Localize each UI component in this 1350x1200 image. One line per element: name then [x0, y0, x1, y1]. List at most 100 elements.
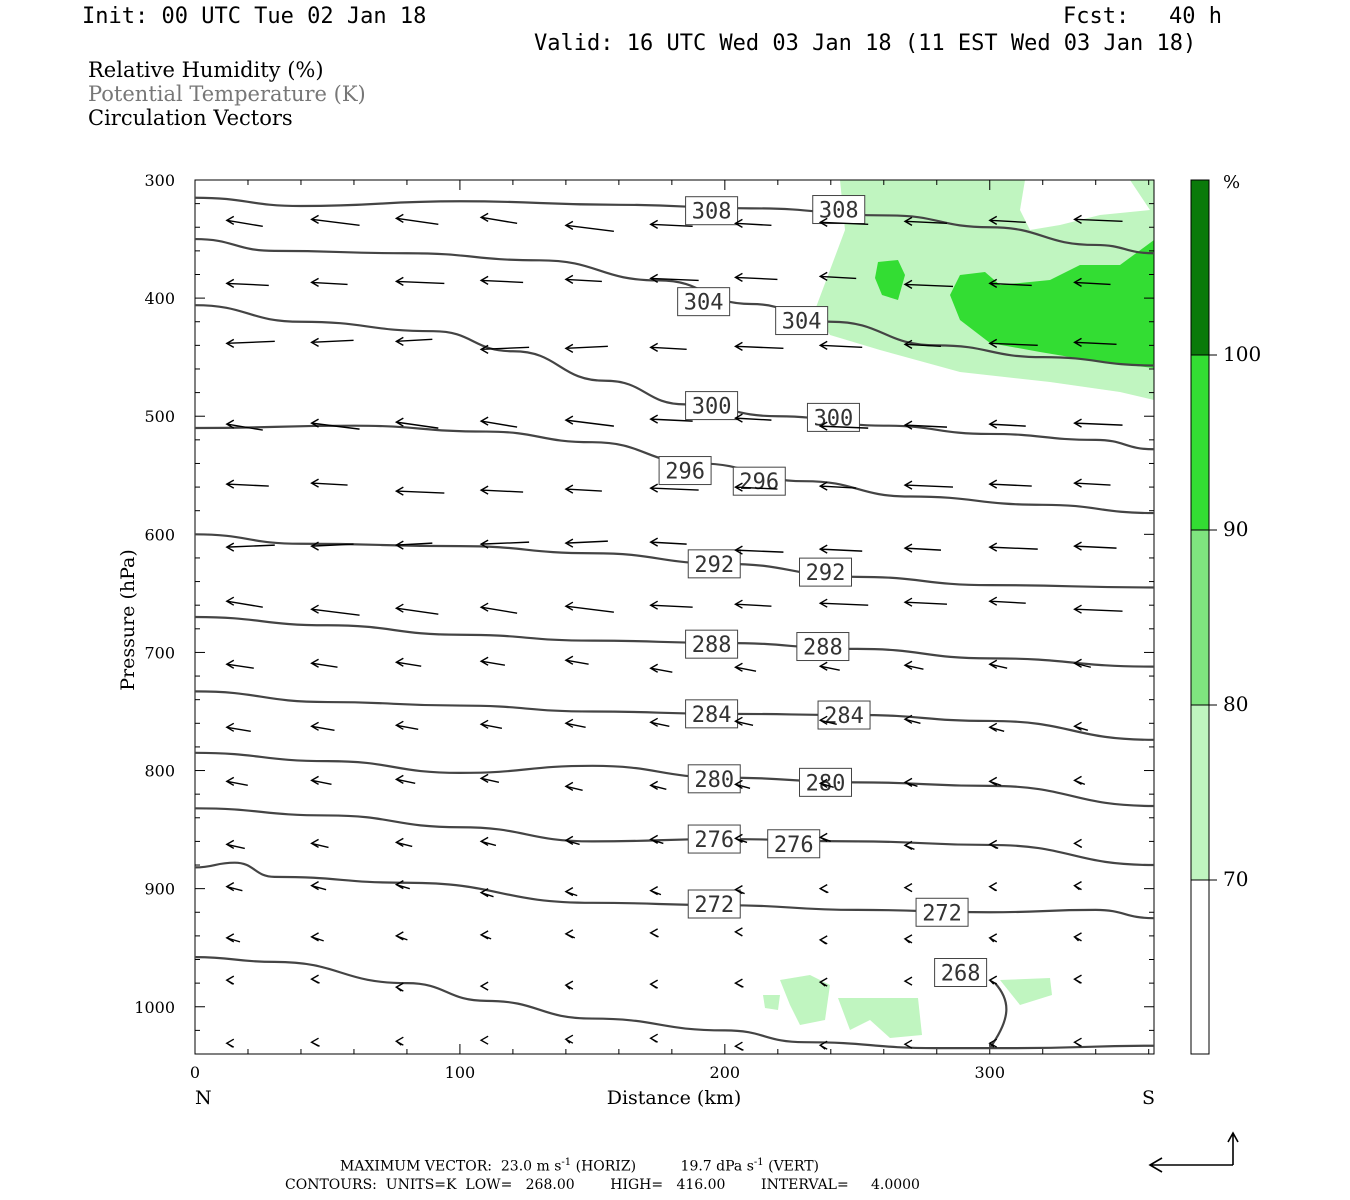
circulation-vector: [1073, 932, 1082, 942]
circulation-vector: [988, 776, 1002, 787]
forecast-value: 40 h: [1168, 4, 1222, 29]
theta-label-304: 304: [782, 310, 822, 335]
circulation-vector: [479, 212, 518, 225]
circulation-vector: [394, 417, 439, 429]
circulation-vector: [564, 415, 614, 427]
circulation-vector: [225, 338, 275, 348]
theta-label-308: 308: [692, 200, 732, 225]
colorbar-unit: %: [1223, 172, 1240, 193]
circulation-vector: [988, 215, 1026, 225]
circulation-vector: [479, 981, 489, 991]
circulation-vector: [564, 220, 614, 233]
circulation-vector: [225, 722, 251, 732]
circulation-vector: [564, 929, 576, 939]
y-tick-label: 600: [144, 525, 175, 544]
circulation-vector: [1073, 337, 1117, 347]
circulation-vector: [818, 544, 863, 554]
forecast-label: Fcst:: [1063, 4, 1130, 29]
x-tick-label: 0: [190, 1063, 200, 1082]
theta-label-box-308: [812, 195, 866, 225]
circulation-vector: [988, 278, 1032, 288]
theta-label-box-300: [685, 391, 739, 421]
circulation-vector: [394, 774, 416, 785]
circulation-vector: [394, 931, 408, 941]
circulation-vector: [818, 715, 837, 725]
legend-theta: Potential Temperature (K): [88, 82, 366, 106]
y-axis-label: Pressure (hPa): [117, 549, 139, 691]
circulation-vector: [479, 485, 524, 495]
circulation-vector: [818, 661, 840, 671]
circulation-vector: [1073, 974, 1082, 984]
circulation-vector: [818, 935, 828, 945]
theta-label-276: 276: [774, 833, 814, 858]
circulation-vector: [988, 338, 1038, 348]
circulation-vector: [1073, 478, 1111, 488]
x-tick-labels: 0 100 200 300: [190, 1063, 1005, 1082]
circulation-vector: [1073, 838, 1083, 849]
theta-label-288: 288: [692, 633, 732, 658]
y-tick-label: 500: [144, 407, 175, 426]
circulation-vector: [394, 486, 445, 496]
circulation-vector: [225, 278, 269, 288]
circulation-vector: [903, 543, 942, 553]
footer-max-vector: MAXIMUM VECTOR: 23.0 m s-1 (HORIZ) 19.7 …: [340, 1157, 819, 1175]
theta-label-box-304: [775, 306, 829, 336]
circulation-vector: [818, 778, 834, 789]
circulation-vector: [818, 977, 828, 987]
circulation-vector: [310, 277, 348, 287]
circulation-vector: [734, 413, 772, 423]
circulation-vector: [225, 215, 263, 228]
circulation-vector: [903, 279, 954, 289]
colorbar-label: 90: [1223, 517, 1248, 541]
rh-70-region-3: [838, 998, 922, 1038]
rh-80-region-3: [875, 260, 905, 300]
circulation-vector: [225, 479, 269, 489]
circulation-vector: [310, 974, 320, 984]
circulation-vector: [225, 776, 248, 787]
x-tick-label: 300: [974, 1063, 1005, 1082]
circulation-vector: [818, 271, 857, 281]
theta-contour-288: [195, 615, 1154, 668]
circulation-vector: [1073, 658, 1092, 668]
legend-rh: Relative Humidity (%): [88, 58, 324, 82]
circulation-vector: [310, 721, 335, 731]
circulation-vector: [903, 976, 913, 986]
theta-label-284: 284: [692, 703, 732, 728]
forecast-hour: Fcst: 40 h: [1063, 4, 1222, 29]
circulation-vector: [649, 600, 693, 610]
circulation-vector: [649, 342, 687, 352]
circulation-vector: [564, 538, 608, 548]
circulation-vector: [903, 339, 942, 349]
circulation-vector: [1073, 881, 1082, 891]
circulation-vector: [479, 836, 497, 847]
circulation-vector: [225, 659, 254, 669]
rh-80-region: [1020, 180, 1150, 230]
circulation-vector: [564, 887, 578, 897]
theta-label-box-288: [685, 629, 739, 659]
circulation-vector: [903, 660, 924, 670]
circulation-vector: [564, 835, 580, 846]
circulation-vector: [818, 421, 869, 431]
circulation-vector: [310, 932, 324, 942]
circulation-vector: [818, 1040, 828, 1050]
circulation-vector: [564, 343, 608, 353]
circulation-vector: [310, 541, 354, 551]
circulation-vector: [564, 781, 583, 792]
circulation-vector: [988, 659, 1008, 669]
footer-vert-unit: (VERT): [763, 1158, 819, 1175]
circulation-vector: [479, 344, 530, 354]
circulation-vector: [988, 479, 1032, 489]
circulation-vector: [479, 888, 494, 898]
theta-label-272: 272: [922, 901, 962, 926]
circulation-vector: [1073, 1037, 1082, 1047]
circulation-vectors: [225, 212, 1123, 1051]
circulation-vector: [225, 975, 235, 985]
y-tick-label: 1000: [134, 998, 175, 1017]
circulation-vector: [903, 714, 921, 724]
theta-label-276: 276: [694, 828, 734, 853]
circulation-vector: [903, 480, 954, 490]
theta-contour-276: [195, 807, 1154, 867]
circulation-vector: [479, 416, 518, 428]
y-tick-label: 700: [144, 643, 175, 662]
circulation-vector: [649, 537, 687, 547]
